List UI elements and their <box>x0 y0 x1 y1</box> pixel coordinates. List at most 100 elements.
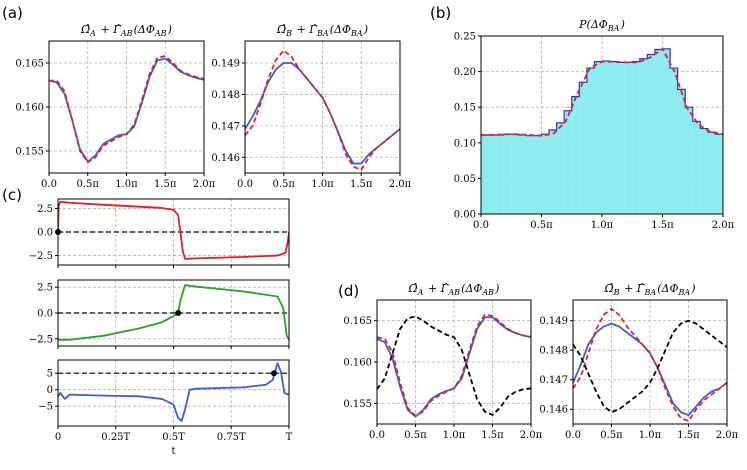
x-tick-label: 0 <box>55 432 61 443</box>
x-tick-label: 2.0π <box>712 220 735 231</box>
x-tick-label: 0.5π <box>77 179 100 190</box>
x-tick-label: 2.0π <box>389 179 412 190</box>
histogram-bar <box>496 134 504 214</box>
y-tick-label: 0.165 <box>343 316 372 327</box>
histogram-bar <box>503 134 512 214</box>
series-line-red-dashed <box>377 313 531 417</box>
marker-point <box>175 310 182 316</box>
y-tick-label: 0.147 <box>211 121 240 132</box>
chart-d2: 0.146 0.147 0.148 0.149 0.0 0.5π 1.0π 1.5π 2.0π Ω… <box>539 282 738 441</box>
x-tick-label: 1.0π <box>311 179 334 190</box>
y-tick-label: 0.25 <box>454 32 476 43</box>
y-tick-label: 5 <box>47 369 53 380</box>
histogram-bar <box>617 62 625 214</box>
x-tick-label: 0.0 <box>369 430 385 441</box>
x-tick-label: 0.0 <box>473 220 489 231</box>
panel-label-d: (d) <box>338 282 359 300</box>
chart-d1: 0.155 0.160 0.165 0.0 0.5π 1.0π 1.5π 2.0π Ω̂A + … <box>343 282 542 441</box>
x-tick-label: 1.0π <box>639 430 662 441</box>
chart-c1: −2.5 0.0 2.5 <box>29 198 290 268</box>
series-line-red-dashed <box>245 49 400 171</box>
marker-point <box>270 370 277 377</box>
y-tick-label: 0.147 <box>539 375 568 386</box>
y-tick-label: 0 <box>47 385 53 396</box>
x-tick-label: 1.5π <box>154 179 177 190</box>
x-tick-label: 0.25T <box>101 432 130 443</box>
chart-title: P(ΔΦBA ) <box>578 18 625 33</box>
x-tick-label: 2.0π <box>193 179 216 190</box>
y-tick-label: −2.5 <box>29 251 53 262</box>
series-line-black-dashed <box>573 319 727 414</box>
series-line-green <box>58 284 289 341</box>
x-tick-label: 1.5π <box>677 430 700 441</box>
x-tick-label: 0.75T <box>217 432 246 443</box>
x-tick-label: 2.0π <box>520 430 543 441</box>
histogram-bar <box>481 134 489 214</box>
histogram-bar <box>541 134 550 214</box>
y-tick-label: −5 <box>38 402 53 413</box>
x-tick-label: 0.5π <box>273 179 296 190</box>
series-line-black-dashed <box>377 315 531 416</box>
y-tick-label: 0.15 <box>454 103 476 114</box>
chart-b-histogram: 0.00 0.05 0.10 0.15 0.20 0.25 0.0 0.5π 1.0π 1.5π 2… <box>454 18 735 231</box>
y-tick-label: 0.149 <box>211 59 240 70</box>
y-tick-label: 0.160 <box>15 103 44 114</box>
series-line-blue <box>58 362 289 422</box>
series-line-red-dashed <box>573 307 727 422</box>
chart-title: Ω̂A + Γ̂AB (ΔΦAB ) <box>408 282 500 297</box>
series-line-red <box>58 200 289 260</box>
histogram-bar <box>602 60 610 214</box>
y-tick-label: 0.148 <box>539 346 568 357</box>
panel-label-a: (a) <box>2 4 23 22</box>
y-tick-label: 0.160 <box>343 358 372 369</box>
y-tick-label: 0.155 <box>15 147 44 158</box>
y-tick-label: 0.0 <box>37 228 53 239</box>
x-tick-label: 0.5π <box>530 220 553 231</box>
x-tick-label: 1.5π <box>350 179 373 190</box>
histogram-bar <box>571 96 580 214</box>
series-line-blue <box>573 322 727 417</box>
y-tick-label: 0.165 <box>15 59 44 70</box>
x-tick-label: 1.0π <box>115 179 138 190</box>
y-tick-label: 0.155 <box>343 399 372 410</box>
y-tick-label: 2.5 <box>37 204 53 215</box>
y-tick-label: 0.148 <box>211 90 240 101</box>
histogram-bar <box>670 68 678 214</box>
x-tick-label: 1.0π <box>591 220 614 231</box>
x-tick-label: 0.0 <box>237 179 253 190</box>
histogram-bar <box>579 82 587 214</box>
y-tick-label: 2.5 <box>37 283 53 294</box>
x-tick-label: T <box>286 432 293 443</box>
y-tick-label: 0.0 <box>37 309 53 320</box>
y-tick-label: 0.20 <box>454 67 476 78</box>
x-tick-label: 1.5π <box>651 220 674 231</box>
histogram-bar <box>700 128 708 214</box>
histogram-bar <box>518 134 527 214</box>
y-tick-label: 0.149 <box>539 316 568 327</box>
chart-c2: −2.5 0.0 2.5 <box>29 279 290 349</box>
chart-title: Ω̂B + Γ̂BA (ΔΦBA ) <box>603 282 695 297</box>
histogram-bar <box>586 68 595 214</box>
y-tick-label: 0.05 <box>454 174 476 185</box>
histogram-bar <box>685 107 693 214</box>
histogram-bar <box>564 110 572 214</box>
histogram-bar <box>526 135 534 214</box>
histogram-bar <box>707 132 716 214</box>
chart-title: Ω̂B + Γ̂BA (ΔΦBA ) <box>276 23 368 38</box>
chart-a2: 0.146 0.147 0.148 0.149 0.0 0.5π 1.0π 1.5π 2.0π Ω… <box>211 23 411 190</box>
chart-c3: −5 0 5 0 0.25T 0.5T 0.75T Tt <box>38 359 293 457</box>
histogram-bar <box>662 48 671 214</box>
x-tick-label: 0.0 <box>41 179 57 190</box>
histogram-bar <box>632 61 640 214</box>
histogram-bar <box>549 129 557 214</box>
histogram-bar <box>609 61 618 214</box>
x-tick-label: 1.5π <box>481 430 504 441</box>
histogram-bar <box>511 134 519 214</box>
y-tick-label: 0.00 <box>454 210 476 221</box>
histogram-bar <box>533 135 542 214</box>
y-tick-label: −2.5 <box>29 334 53 345</box>
chart-title: Ω̂A + Γ̂AB (ΔΦAB ) <box>80 23 172 38</box>
x-tick-label: 0.5π <box>404 430 427 441</box>
x-tick-label: 0.5T <box>162 432 185 443</box>
